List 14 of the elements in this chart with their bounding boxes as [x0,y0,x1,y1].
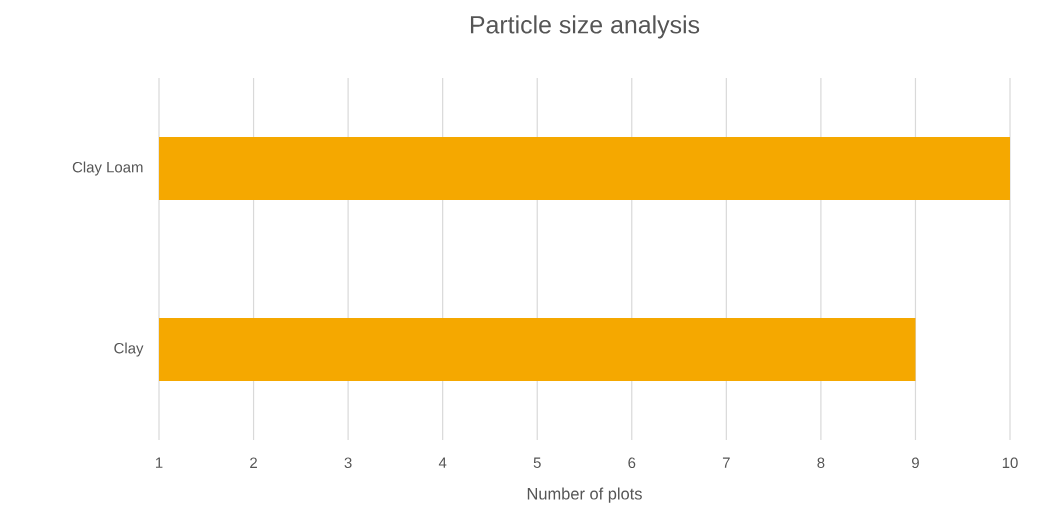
x-tick-label: 1 [155,457,163,468]
x-tick-label: 2 [250,457,257,468]
x-tick-label: 9 [912,457,919,469]
x-axis-title: Number of plots [527,487,642,503]
x-tick-label: 8 [817,457,825,469]
x-tick-label: 4 [438,457,447,468]
x-tick-label: 5 [533,457,541,468]
x-tick-label: 6 [628,457,636,469]
y-tick-label: Clay Loam [72,161,143,176]
x-tick-label: 7 [722,457,730,468]
chart-title: Particle size analysis [470,15,700,39]
x-tick-label: 3 [344,457,352,469]
x-tick-label: 10 [1002,457,1018,469]
y-tick-label: Clay [114,342,144,357]
